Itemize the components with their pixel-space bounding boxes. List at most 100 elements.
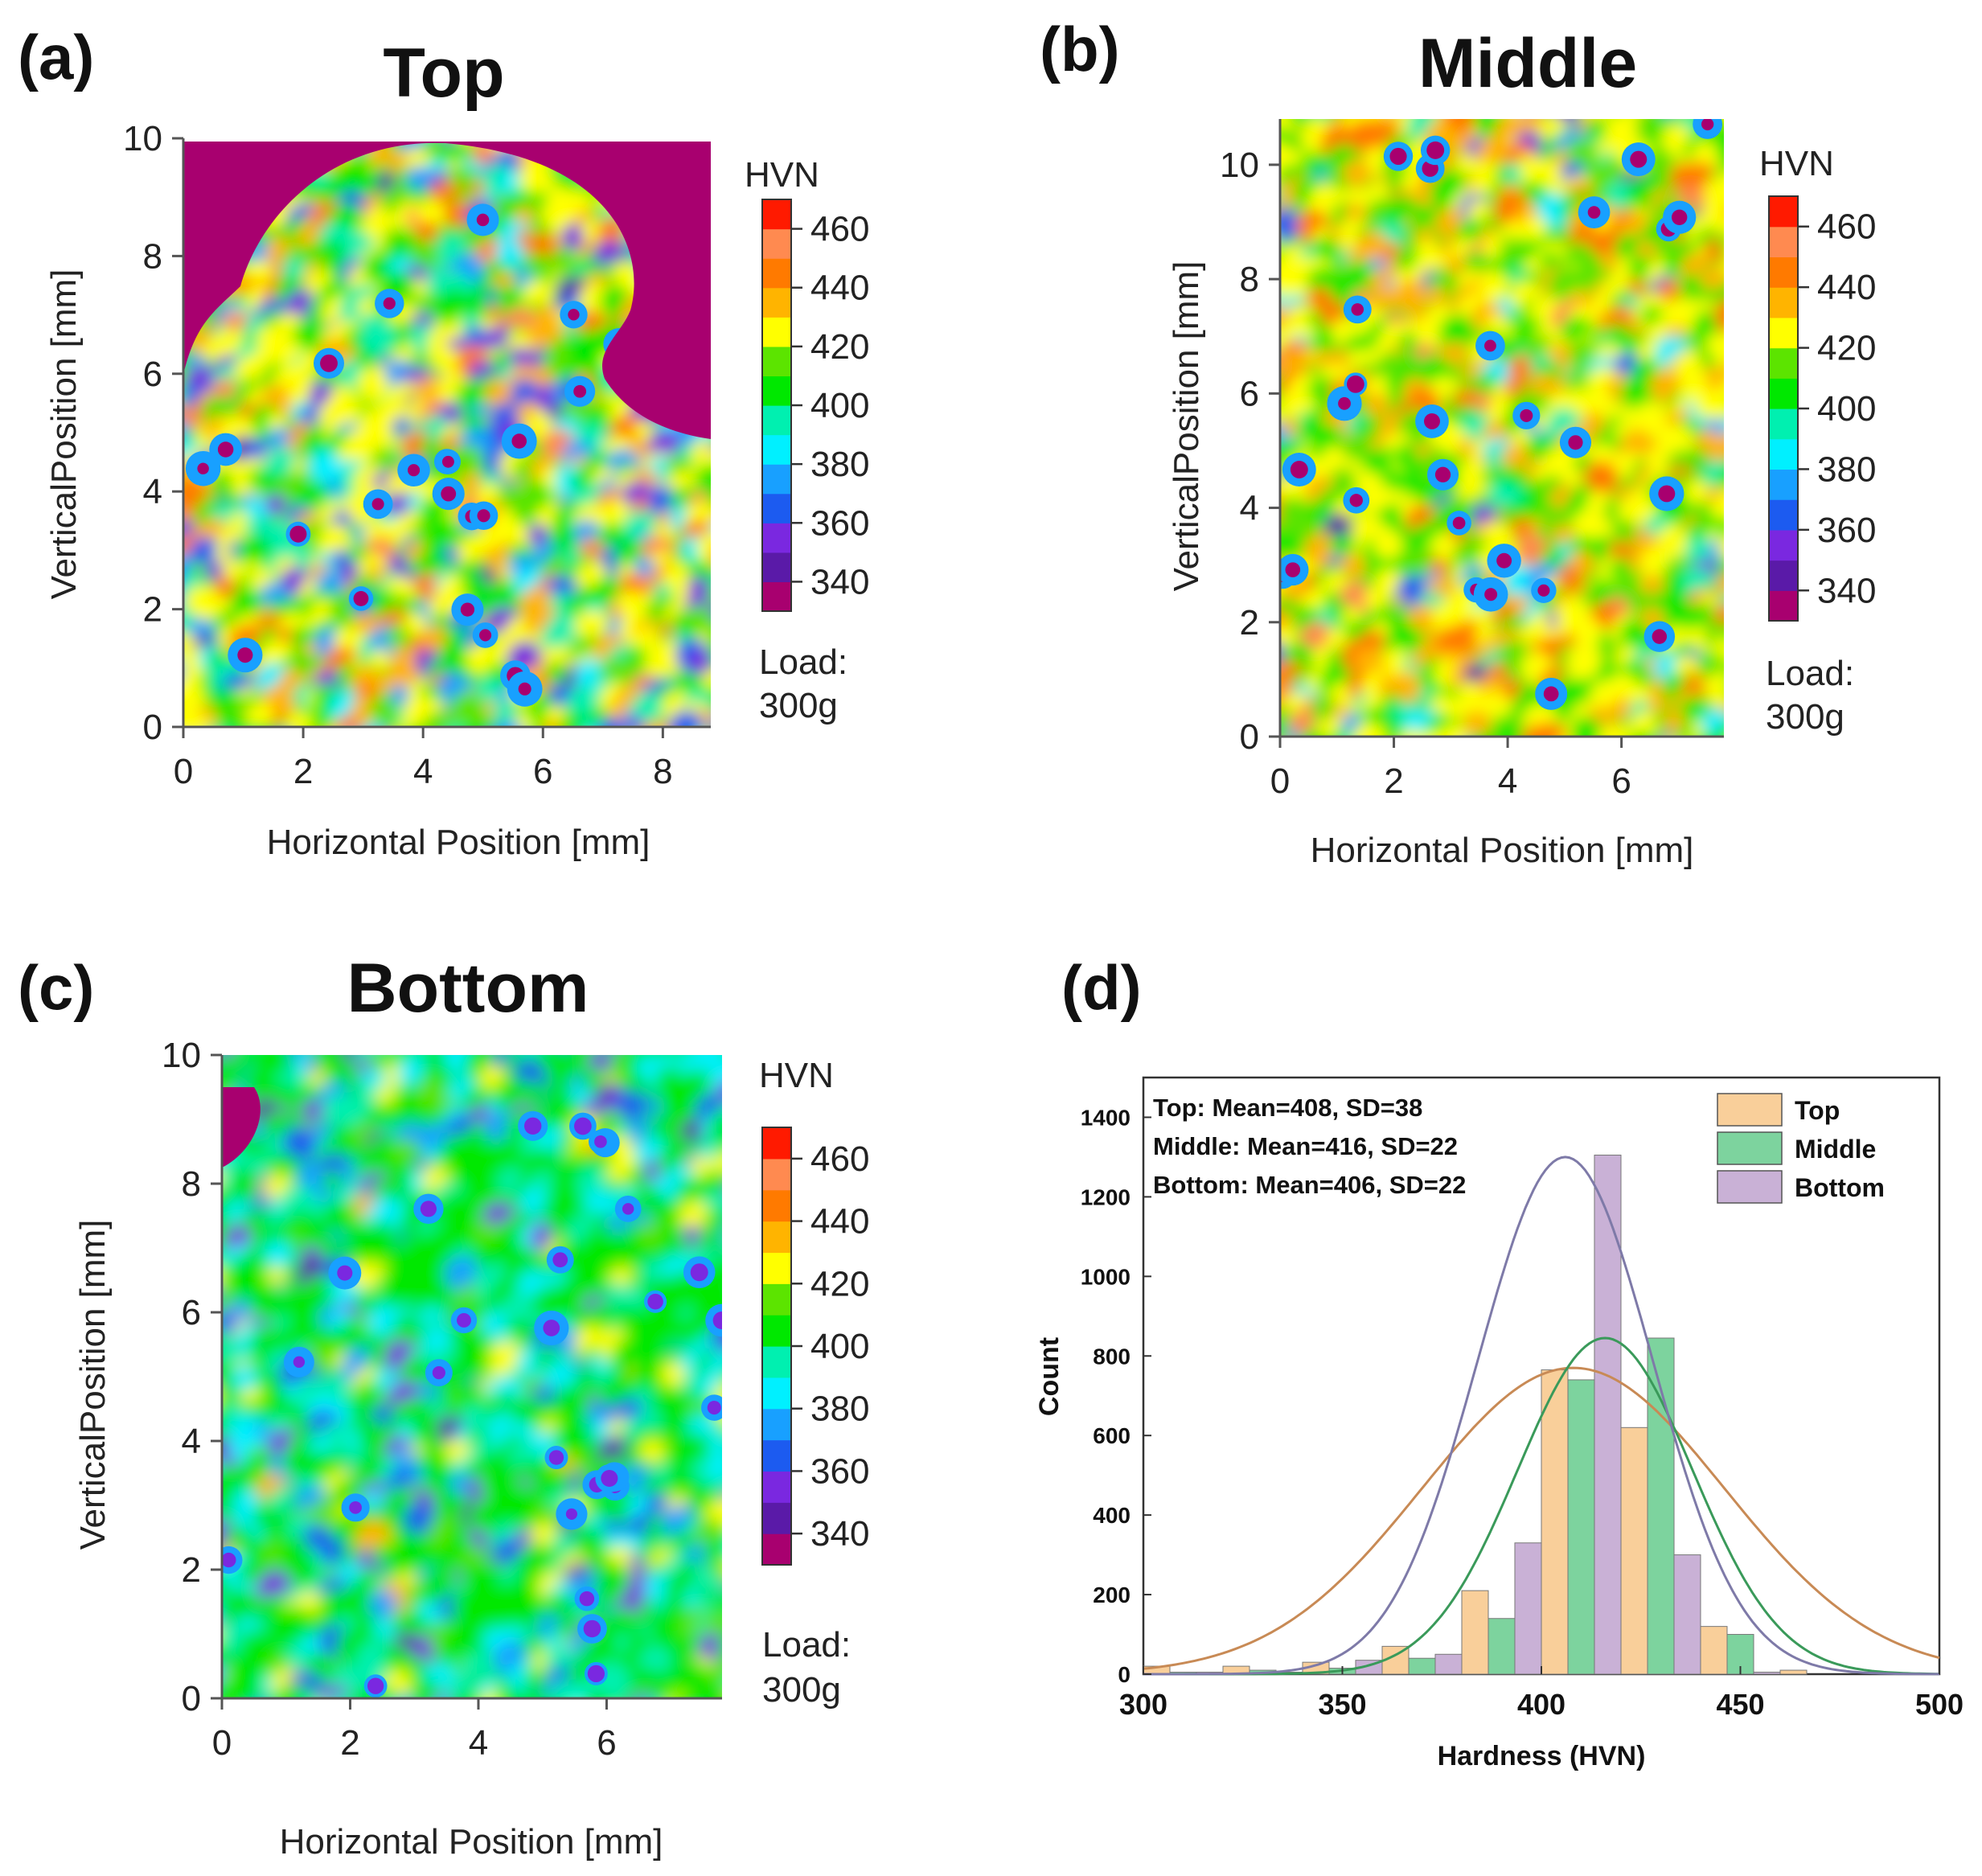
legend-swatch-bottom (1717, 1170, 1783, 1204)
heatmap-cell (375, 1284, 396, 1304)
heatmap-pit (647, 1293, 663, 1310)
heatmap-cell (1504, 377, 1525, 399)
colorbar-tick-label: 340 (1817, 571, 1876, 610)
heatmap-cell (1734, 261, 1767, 294)
heatmap-pit (217, 441, 234, 458)
heatmap-cell (701, 739, 727, 765)
heatmap-cell (726, 1211, 753, 1238)
heatmap-cell (526, 1147, 561, 1182)
histogram-legend: Top Middle Bottom (1717, 1093, 1885, 1204)
heatmap-cell (731, 1617, 760, 1646)
heatmap-cell (285, 714, 319, 727)
colorbar-tick-label: 420 (1817, 329, 1876, 368)
heatmap-cell (377, 733, 403, 758)
heatmap-cell (737, 1314, 761, 1338)
heatmap-cell (335, 716, 360, 727)
heatmap-cell (1661, 123, 1693, 156)
heatmap-cell (1729, 732, 1754, 757)
heatmap-cell (362, 383, 383, 404)
colorbar-segment (762, 1408, 791, 1441)
colorbar-tick-label: 360 (810, 1451, 869, 1491)
colorbar-segment (762, 581, 791, 612)
heatmap-pit (420, 1201, 437, 1217)
heatmap-cell (659, 1223, 682, 1246)
heatmap-cell (375, 1086, 396, 1106)
y-tick-label: 2 (1240, 603, 1259, 642)
heatmap-pit (587, 1665, 605, 1683)
heatmap-cell (696, 532, 711, 565)
heatmap-cell (265, 494, 286, 515)
histogram-bar-top (1620, 1426, 1648, 1675)
heatmap-cell (330, 1453, 350, 1473)
heatmap-cell (1716, 574, 1724, 600)
heatmap-cell (1681, 273, 1702, 294)
heatmap-cell (1731, 518, 1758, 544)
heatmap-cell (583, 1690, 609, 1698)
heatmap-cell (743, 1196, 763, 1216)
heatmap-cell (515, 1699, 536, 1719)
heatmap-cell (655, 1066, 680, 1091)
heatmap-cell (371, 1704, 408, 1741)
heatmap-cell (724, 1558, 745, 1578)
histogram-y-axis-title: Count (1034, 1337, 1065, 1416)
heatmap-cell (550, 246, 577, 273)
heatmap-cell (1591, 228, 1621, 259)
heatmap-cell (199, 728, 232, 761)
heatmap-cell (1735, 380, 1758, 404)
colorbar-segment (762, 1252, 791, 1284)
heatmap-cell (1400, 729, 1423, 737)
load-value-middle: 300g (1766, 697, 1845, 737)
heatmap-cell (1722, 505, 1724, 519)
histogram-x-tick-label: 400 (1517, 1688, 1565, 1721)
heatmap-pit (222, 1552, 236, 1568)
heatmap-cell (463, 1692, 482, 1698)
histogram-y-tick-label: 0 (1118, 1662, 1131, 1687)
heatmap-cell (718, 1255, 722, 1277)
heatmap-cell (683, 1225, 704, 1246)
x-tick-label: 2 (340, 1723, 359, 1763)
heatmap-cell (1721, 219, 1724, 233)
heatmap-pit (1338, 396, 1351, 410)
heatmap-cell (556, 121, 577, 141)
heatmap-cell (708, 728, 729, 749)
load-label-top: Load: (759, 642, 847, 682)
heatmap-cell (512, 458, 539, 483)
y-tick-label: 0 (1240, 717, 1259, 757)
colorbar-tick-label: 460 (810, 210, 869, 249)
heatmap-cell (246, 701, 276, 727)
panel-label-d: (d) (1061, 952, 1142, 1023)
heatmap-cell (445, 142, 462, 144)
heatmap-cell (726, 1053, 757, 1083)
panel-top-hardness-map: (a) Top 0 2 4 6 8 0 2 4 6 8 10 Horizontal Position… (18, 22, 869, 862)
heatmap-cell (360, 318, 396, 355)
heatmap-cell (720, 1372, 722, 1382)
heatmap-cell (1477, 270, 1509, 302)
heatmap-cell (1499, 725, 1531, 737)
heatmap-cell (708, 392, 711, 412)
heatmap-cell (566, 685, 600, 719)
heatmap-cell (642, 1476, 663, 1498)
heatmap-cell (630, 692, 663, 725)
heatmap-cell (580, 538, 603, 561)
y-tick-label: 2 (143, 590, 162, 630)
heatmap-cell (567, 346, 588, 366)
heatmap-cell (1322, 87, 1353, 118)
heatmap-cell (668, 709, 705, 727)
colorbar-tick-label: 380 (1817, 450, 1876, 489)
y-tick-label: 4 (143, 472, 162, 511)
heatmap-cell (458, 1381, 484, 1408)
heatmap-cell (1739, 313, 1767, 340)
heatmap-cell (301, 1450, 335, 1484)
heatmap-cell (726, 1245, 748, 1266)
heatmap-cell (375, 729, 396, 750)
heatmap-pit (1349, 494, 1363, 507)
heatmap-cell (1721, 490, 1724, 503)
heatmap-cell (1660, 738, 1685, 764)
heatmap-area-top (183, 121, 729, 765)
y-tick-label: 6 (143, 355, 162, 394)
colorbar-segment (762, 1283, 791, 1316)
histogram-y-tick-label: 200 (1093, 1582, 1131, 1607)
x-axis-title-top: Horizontal Position [mm] (267, 823, 650, 862)
heatmap-cell (189, 536, 223, 570)
heatmap-cell (478, 1472, 501, 1494)
